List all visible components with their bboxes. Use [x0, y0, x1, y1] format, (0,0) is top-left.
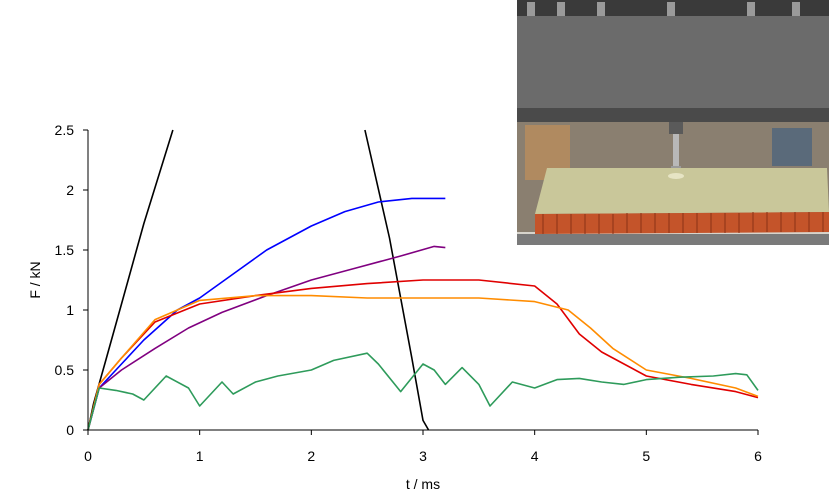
- series-line-3: [87, 245, 446, 431]
- x-tick-label: 2: [307, 448, 315, 464]
- specimen-photo-image: [517, 0, 829, 245]
- y-tick-label: 0.5: [55, 362, 75, 378]
- x-tick-label: 4: [531, 448, 539, 464]
- series-line-4: [87, 279, 759, 431]
- plot-area: [87, 129, 759, 431]
- y-tick-label: 2.5: [55, 122, 75, 138]
- x-axis-label: t / ms: [406, 476, 440, 492]
- x-ticks: 0 1 2 3 4 5 6: [84, 430, 762, 464]
- series-line-2: [87, 197, 446, 431]
- series-line-0: [87, 129, 174, 431]
- series-line-6: [87, 352, 759, 431]
- x-tick-label: 5: [642, 448, 650, 464]
- x-tick-label: 1: [196, 448, 204, 464]
- series-line-5: [87, 294, 759, 431]
- y-tick-label: 1.5: [55, 242, 75, 258]
- y-ticks: 0 0.5 1 1.5 2 2.5: [55, 122, 88, 438]
- y-tick-label: 1: [66, 302, 74, 318]
- y-tick-label: 2: [66, 182, 74, 198]
- specimen-photo: [517, 0, 829, 245]
- y-tick-label: 0: [66, 422, 74, 438]
- x-tick-label: 6: [754, 448, 762, 464]
- y-axis-label: F / kN: [27, 261, 43, 298]
- x-tick-label: 0: [84, 448, 92, 464]
- x-tick-label: 3: [419, 448, 427, 464]
